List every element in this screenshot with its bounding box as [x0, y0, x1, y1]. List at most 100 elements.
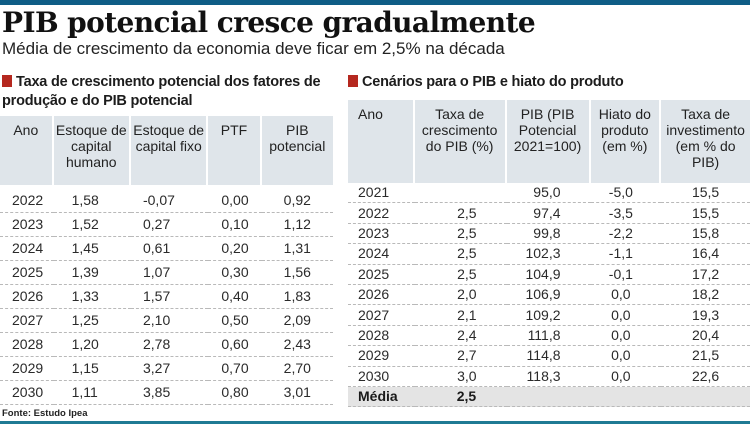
table-cell: 0,0: [590, 367, 662, 387]
gdp-scenarios-table: Ano Taxa de crescimento do PIB (%) PIB (…: [348, 100, 750, 408]
table-cell: 2,4: [414, 326, 507, 347]
table-cell: 2,10: [130, 309, 209, 333]
table-cell: 3,27: [130, 357, 209, 381]
table-cell: 0,61: [130, 237, 209, 261]
table-cell: 18,2: [661, 285, 750, 306]
table-cell: 1,15: [53, 357, 131, 381]
col-header-capital-fixo: Estoque de capital fixo: [130, 116, 209, 185]
table-cell: 3,01: [261, 381, 333, 405]
table-cell: 2026: [0, 285, 54, 309]
factors-growth-table: Ano Estoque de capital humano Estoque de…: [0, 116, 333, 405]
table-cell: 2027: [0, 309, 54, 333]
col-header-taxa-investimento: Taxa de investimento (em % do PIB): [661, 100, 750, 183]
table-cell: 16,4: [661, 244, 750, 265]
table-cell: 0,0: [590, 346, 662, 367]
table-row: 2023 2,5 99,8 -2,2 15,8: [348, 224, 750, 245]
table-cell: 1,39: [53, 261, 131, 285]
table-cell: [506, 386, 591, 408]
table-cell: 2,7: [414, 346, 507, 367]
table-row: 2029 2,7 114,8 0,0 21,5: [348, 346, 750, 367]
table-cell: 1,83: [261, 285, 333, 309]
table-cell: 1,57: [130, 285, 209, 309]
table-cell: 20,4: [661, 326, 750, 347]
table-cell: 2030: [348, 367, 415, 387]
table-row: 2027 2,1 109,2 0,0 19,3: [348, 305, 750, 326]
table-cell: 2023: [348, 224, 415, 245]
table-cell: 2030: [0, 381, 54, 405]
table-cell: 1,20: [53, 333, 131, 357]
table-cell: 0,20: [208, 237, 262, 261]
table-row: 2030 3,0 118,3 0,0 22,6: [348, 367, 750, 387]
table-cell: -5,0: [590, 183, 662, 204]
table-cell: 109,2: [506, 305, 591, 326]
table-cell: 114,8: [506, 346, 591, 367]
table-row: 2030 1,11 3,85 0,80 3,01: [0, 381, 333, 405]
table-cell: 0,92: [261, 185, 333, 213]
table-cell: 2024: [0, 237, 54, 261]
table-cell: 0,40: [208, 285, 262, 309]
table-row: 2024 1,45 0,61 0,20 1,31: [0, 237, 333, 261]
table-cell: 2023: [0, 213, 54, 237]
average-value: 2,5: [414, 386, 507, 408]
table-cell: 3,85: [130, 381, 209, 405]
table-cell: -0,07: [130, 185, 209, 213]
table-cell: 1,52: [53, 213, 131, 237]
table-cell: 118,3: [506, 367, 591, 387]
table-row: 2026 1,33 1,57 0,40 1,83: [0, 285, 333, 309]
table-row: 2028 1,20 2,78 0,60 2,43: [0, 333, 333, 357]
table-cell: -3,5: [590, 203, 662, 224]
table-cell: 104,9: [506, 265, 591, 285]
bottom-accent-bar: [0, 421, 750, 424]
table-cell: 106,9: [506, 285, 591, 306]
table-cell: 1,11: [53, 381, 131, 405]
table-cell: 2028: [0, 333, 54, 357]
table-cell: 0,00: [208, 185, 262, 213]
table-row: 2022 1,58 -0,07 0,00 0,92: [0, 185, 333, 213]
average-row: Média 2,5: [348, 386, 750, 408]
table-cell: 22,6: [661, 367, 750, 387]
table-cell: 1,07: [130, 261, 209, 285]
table-cell: 2029: [348, 346, 415, 367]
table-cell: 0,50: [208, 309, 262, 333]
table-cell: 1,25: [53, 309, 131, 333]
table-cell: [414, 183, 507, 204]
col-header-ano: Ano: [348, 100, 415, 183]
table-row: 2028 2,4 111,8 0,0 20,4: [348, 326, 750, 347]
table-row: 2023 1,52 0,27 0,10 1,12: [0, 213, 333, 237]
table-cell: 2022: [348, 203, 415, 224]
table-cell: 1,45: [53, 237, 131, 261]
table-cell: 102,3: [506, 244, 591, 265]
table2-title: Cenários para o PIB e hiato do produto: [348, 73, 624, 92]
table-cell: 21,5: [661, 346, 750, 367]
table-cell: 2,0: [414, 285, 507, 306]
table-cell: 2028: [348, 326, 415, 347]
col-header-taxa-crescimento: Taxa de crescimento do PIB (%): [414, 100, 507, 183]
table-cell: 0,0: [590, 326, 662, 347]
table-cell: 95,0: [506, 183, 591, 204]
table-cell: 97,4: [506, 203, 591, 224]
table1-title: Taxa de crescimento potencial dos fatore…: [2, 74, 321, 109]
table-cell: 1,56: [261, 261, 333, 285]
table-cell: 111,8: [506, 326, 591, 347]
page-title: PIB potencial cresce gradualmente: [2, 6, 536, 39]
table-row: 2025 1,39 1,07 0,30 1,56: [0, 261, 333, 285]
table-cell: 2,5: [414, 265, 507, 285]
source-note: Fonte: Estudo Ipea: [2, 408, 88, 419]
col-header-hiato: Hiato do produto (em %): [590, 100, 662, 183]
table-cell: 2,5: [414, 203, 507, 224]
table-cell: 0,80: [208, 381, 262, 405]
table-cell: 2027: [348, 305, 415, 326]
table-cell: 17,2: [661, 265, 750, 285]
table-cell: 15,5: [661, 183, 750, 204]
table-cell: -2,2: [590, 224, 662, 245]
table-cell: 3,0: [414, 367, 507, 387]
col-header-pib: PIB (PIB Potencial 2021=100): [506, 100, 591, 183]
table-cell: 1,33: [53, 285, 131, 309]
table-cell: [661, 386, 750, 408]
table-cell: 0,70: [208, 357, 262, 381]
table-cell: 2,5: [414, 244, 507, 265]
table-cell: 0,27: [130, 213, 209, 237]
table-row: 2027 1,25 2,10 0,50 2,09: [0, 309, 333, 333]
col-header-pib-potencial: PIB potencial: [261, 116, 333, 185]
table-cell: -1,1: [590, 244, 662, 265]
